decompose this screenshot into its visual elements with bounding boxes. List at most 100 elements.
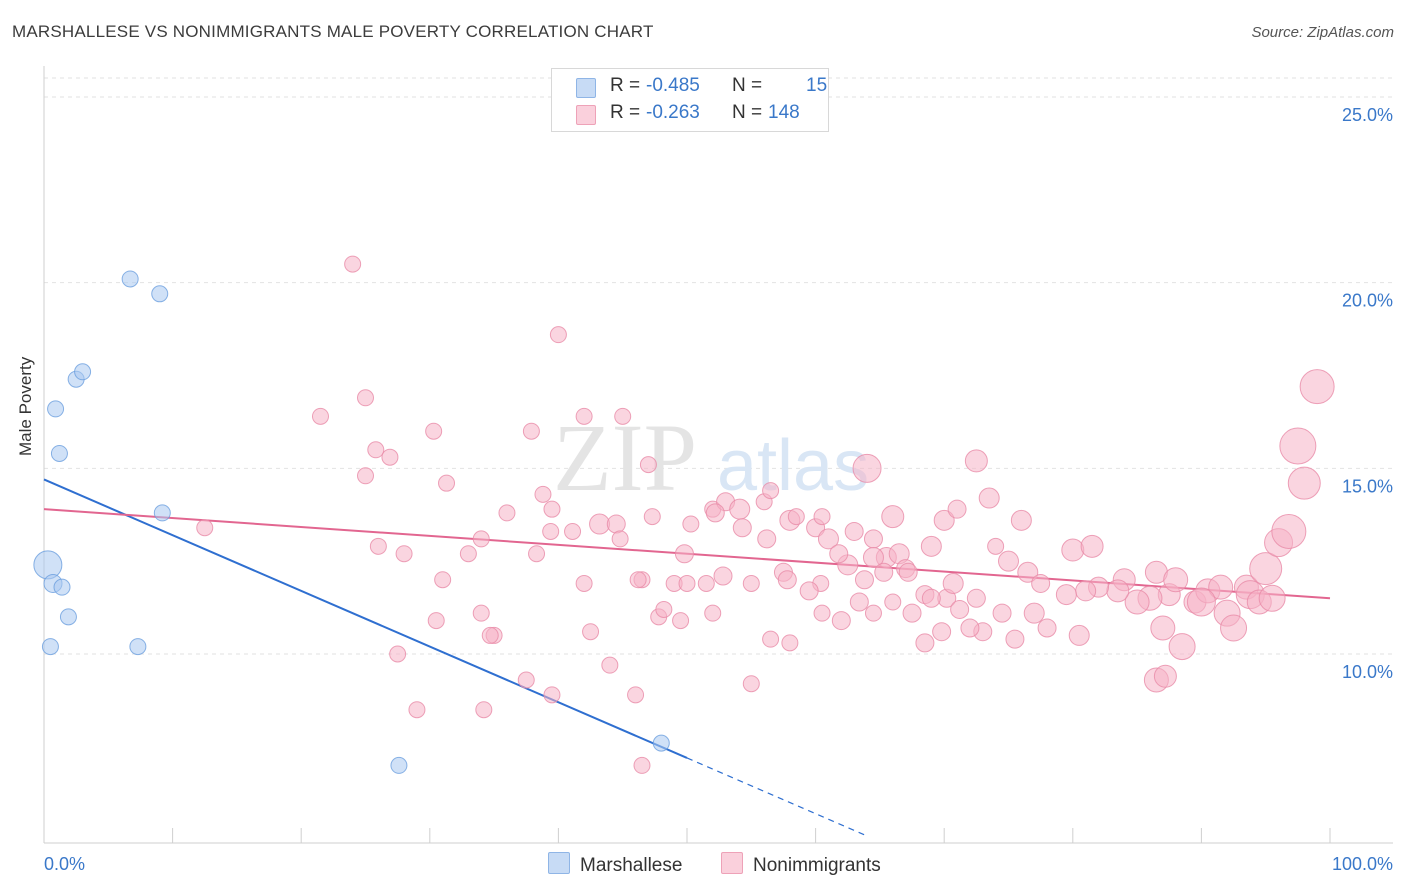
bottom-legend-nonimmigrants: Nonimmigrants (721, 852, 881, 877)
nonimmigrants-point (1271, 513, 1307, 549)
nonimmigrants-point (1080, 534, 1104, 558)
nonimmigrants-point (1153, 664, 1177, 688)
legend-r-value: -0.485 (646, 75, 700, 96)
nonimmigrants-point (1287, 466, 1321, 500)
nonimmigrants-point (601, 656, 619, 674)
nonimmigrants-point (678, 574, 696, 592)
x-tick-label: 0.0% (44, 854, 85, 874)
bottom-legend-label-marshallese: Marshallese (580, 855, 683, 876)
nonimmigrants-point (196, 519, 214, 537)
nonimmigrants-point (481, 626, 499, 644)
axes (43, 66, 1393, 844)
marshallese-trend-line (43, 478, 688, 759)
nonimmigrants-point (799, 581, 819, 601)
nonimmigrants-point (1023, 602, 1045, 624)
legend-n-label: N = (732, 102, 763, 123)
legend-r-label: R = (610, 102, 641, 123)
nonimmigrants-point (614, 407, 632, 425)
y-tick-label: 15.0% (1342, 476, 1393, 496)
nonimmigrants-point (1299, 369, 1335, 405)
nonimmigrants-point (472, 604, 490, 622)
watermark: ZIP atlas (553, 404, 869, 511)
nonimmigrants-point (704, 604, 722, 622)
nonimmigrants-point (543, 686, 561, 704)
nonimmigrants-point (575, 407, 593, 425)
nonimmigrants-point (395, 545, 413, 563)
bottom-legend-label-nonimmigrants: Nonimmigrants (753, 855, 881, 876)
nonimmigrants-point (813, 604, 831, 622)
nonimmigrants-point (564, 522, 582, 540)
nonimmigrants-point (311, 407, 329, 425)
marshallese-point (390, 756, 408, 774)
legend-r-label: R = (610, 75, 641, 96)
trend-lines (43, 478, 1331, 837)
nonimmigrants-point (902, 603, 922, 623)
nonimmigrants-point (705, 503, 725, 523)
nonimmigrants-point (964, 449, 988, 473)
nonimmigrants-point (1106, 579, 1130, 603)
nonimmigrants-point (732, 518, 752, 538)
nonimmigrants-point (357, 389, 374, 407)
nonimmigrants-point (777, 570, 797, 590)
nonimmigrants-point (898, 562, 918, 582)
y-tick-label: 25.0% (1342, 105, 1393, 125)
nonimmigrants-point (408, 701, 426, 719)
nonimmigrants-point (425, 422, 443, 440)
y-tick-label: 20.0% (1342, 291, 1393, 311)
nonimmigrants-point (966, 588, 986, 608)
nonimmigrants-point (582, 623, 600, 641)
nonimmigrants-point (947, 499, 967, 519)
nonimmigrants-point (864, 604, 882, 622)
marshallese-point (53, 578, 71, 596)
nonimmigrants-point (1010, 509, 1032, 531)
nonimmigrants-point (762, 482, 780, 500)
nonimmigrants-point (950, 599, 970, 619)
nonimmigrants-point (831, 611, 851, 631)
marshallese-trend-extension (686, 757, 868, 837)
bottom-legend-swatch-marshallese (548, 852, 570, 874)
nonimmigrants-point (459, 545, 477, 563)
nonimmigrants-point (528, 545, 546, 563)
nonimmigrants-point (921, 588, 941, 608)
watermark-atlas: atlas (717, 426, 869, 506)
nonimmigrants-point (369, 537, 387, 555)
nonimmigrants-point (1258, 584, 1286, 612)
nonimmigrants-point (932, 622, 952, 642)
nonimmigrants-point (742, 675, 760, 693)
stats-legend: R = -0.485 N = 15 R = -0.263 N = 148 (551, 68, 829, 132)
nonimmigrants-point (854, 570, 874, 590)
nonimmigrants-point (543, 500, 561, 518)
nonimmigrants-point (933, 509, 955, 531)
nonimmigrants-point (472, 530, 490, 548)
nonimmigrants-point (655, 600, 673, 618)
legend-r-value: -0.263 (646, 102, 700, 123)
nonimmigrants-point (1031, 573, 1051, 593)
nonimmigrants-point (829, 544, 849, 564)
nonimmigrants-point (672, 612, 690, 630)
nonimmigrants-point (1037, 618, 1057, 638)
x-tick-label: 100.0% (1332, 854, 1393, 874)
marshallese-point (129, 638, 147, 656)
tick-labels: 10.0% 15.0% 20.0% 25.0% 0.0% 100.0% (44, 105, 1393, 874)
nonimmigrants-point (874, 562, 894, 582)
nonimmigrants-point (438, 474, 456, 492)
nonimmigrants-point (611, 530, 629, 548)
nonimmigrants-point (639, 456, 657, 474)
source-label: Source: ZipAtlas.com (1251, 24, 1394, 41)
legend-swatch-marshallese (576, 78, 596, 98)
marshallese-point (47, 400, 65, 418)
nonimmigrants-point (674, 544, 694, 564)
nonimmigrants-point (1186, 587, 1216, 617)
nonimmigrants-point (427, 612, 445, 630)
marshallese-point (121, 270, 139, 288)
nonimmigrants-point (1208, 574, 1234, 600)
y-axis-label: Male Poverty (16, 356, 35, 456)
marshallese-point (33, 550, 63, 580)
bottom-legend-marshallese: Marshallese (548, 852, 682, 877)
nonimmigrants-point (389, 645, 407, 663)
nonimmigrants-point (367, 441, 385, 459)
nonimmigrants-point (522, 422, 540, 440)
nonimmigrants-point (542, 522, 560, 540)
legend-n-value: 15 (806, 75, 828, 96)
